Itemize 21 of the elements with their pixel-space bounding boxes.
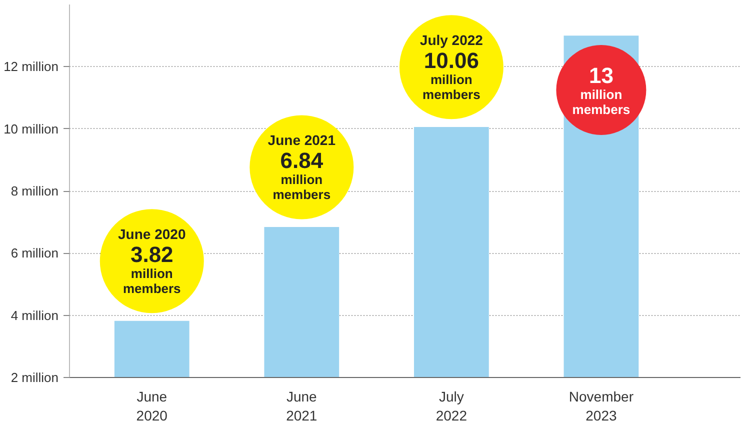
annotation: million members [272,172,331,202]
y-tick-label: 4 million [10,308,59,323]
y-tick-label: 6 million [10,246,59,261]
annotation: July 2022 [420,32,484,48]
y-tick-label: 8 million [10,184,59,198]
x-tick-label: July 2022 [436,388,468,424]
annotation: June 2020 [118,226,186,242]
data-label: 13 [588,62,614,88]
data-label: 6.84 [280,148,324,174]
x-tick-label: November 2023 [568,388,634,424]
annotation: June 2021 [268,132,336,148]
annotation: million members [572,86,630,117]
x-tick-label: June 2021 [286,388,318,424]
y-tick-label: 12 million [4,59,59,74]
y-tick-label: 2 million [10,370,59,385]
annotation: million members [422,72,480,102]
y-tick-label: 10 million [4,121,59,136]
x-tick-label: June 2020 [136,388,168,424]
data-label: 3.82 [130,242,174,268]
annotation: million members [122,266,181,296]
data-label: 10.06 [424,48,479,74]
